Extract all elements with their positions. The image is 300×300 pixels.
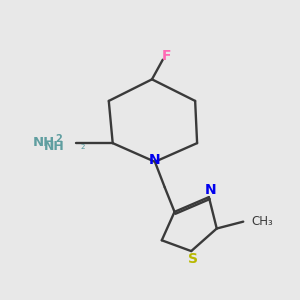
Text: N: N [149,153,161,167]
Text: ₂: ₂ [80,141,85,151]
Text: NH: NH [32,136,55,148]
Text: CH₃: CH₃ [251,215,273,228]
Text: NH: NH [44,140,64,153]
Text: F: F [162,49,171,63]
Text: 2: 2 [55,134,62,144]
Text: S: S [188,252,198,266]
Text: N: N [205,183,217,197]
